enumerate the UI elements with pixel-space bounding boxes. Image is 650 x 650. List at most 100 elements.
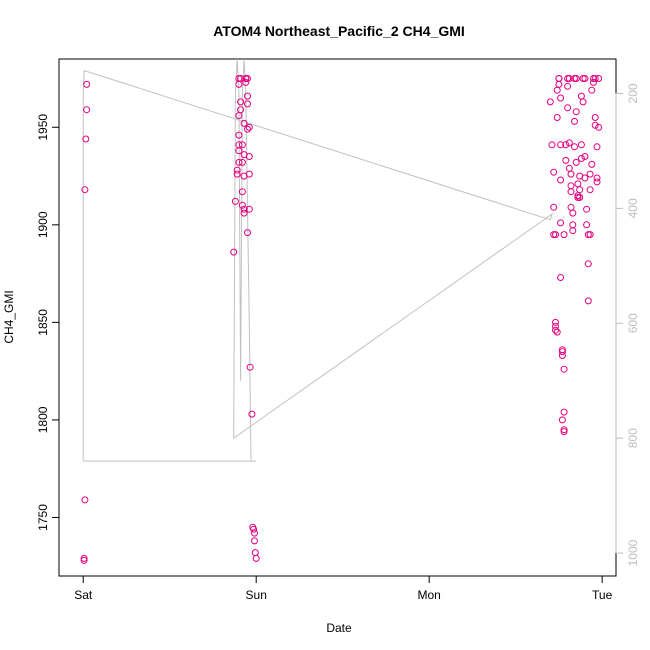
y-axis: 1750 1800 1850 1900 1950: [36, 114, 60, 531]
data-point: [235, 141, 243, 149]
data-point: [558, 352, 566, 359]
data-point: [245, 205, 253, 213]
data-point: [562, 156, 570, 164]
data-point: [567, 182, 575, 190]
data-point: [557, 141, 565, 149]
data-point: [240, 209, 248, 217]
data-point: [562, 141, 570, 149]
data-point: [569, 221, 577, 229]
data-point: [550, 203, 558, 211]
data-point: [560, 428, 568, 436]
data-point: [574, 180, 582, 188]
data-point: [237, 98, 245, 106]
data-point: [577, 155, 585, 162]
data-point: [583, 221, 591, 229]
data-point: [564, 82, 572, 90]
data-point: [235, 131, 243, 139]
data-point: [567, 203, 575, 211]
data-point: [581, 174, 589, 182]
x-tick-label: Mon: [418, 588, 441, 602]
data-point: [552, 318, 559, 326]
right-tick-label: 600: [626, 313, 640, 333]
data-point: [555, 80, 563, 88]
data-point: [560, 408, 568, 416]
data-point: [560, 231, 568, 239]
data-point: [591, 75, 599, 82]
data-point: [245, 123, 253, 131]
data-point: [583, 205, 591, 213]
data-point: [244, 75, 251, 82]
data-point: [588, 160, 596, 168]
data-point: [244, 125, 251, 133]
data-point: [252, 554, 260, 562]
x-tick-label: Sat: [74, 588, 93, 602]
data-point: [593, 174, 601, 182]
right-tick-label: 800: [626, 428, 640, 448]
data-point: [80, 554, 88, 562]
data-point: [577, 141, 585, 149]
data-point: [576, 186, 584, 194]
data-point: [567, 170, 575, 178]
x-tick-label: Sun: [246, 588, 267, 602]
data-point: [593, 178, 601, 186]
data-point: [584, 260, 592, 268]
chart-title: ATOM4 Northeast_Pacific_2 CH4_GMI: [213, 23, 465, 39]
data-point: [564, 104, 572, 112]
data-point: [245, 153, 253, 160]
right-tick-label: 1000: [626, 539, 640, 566]
data-point: [552, 326, 559, 334]
data-points: [80, 75, 603, 564]
data-point: [240, 119, 248, 127]
data-point: [238, 158, 246, 166]
data-point: [593, 143, 601, 151]
data-point: [251, 537, 258, 545]
right-tick-label: 400: [626, 198, 640, 218]
data-point: [246, 363, 254, 371]
x-axis: Sat Sun Mon Tue: [74, 575, 613, 602]
right-tick-label: 200: [626, 83, 640, 103]
data-point: [581, 153, 589, 160]
y-tick-label: 1950: [36, 114, 50, 141]
data-point: [251, 529, 258, 537]
data-point: [83, 106, 91, 114]
data-point: [250, 525, 258, 533]
data-point: [553, 328, 561, 336]
right-axis: 200 400 600 800 1000: [615, 83, 640, 566]
data-point: [584, 297, 592, 305]
data-point: [595, 123, 603, 131]
data-point: [548, 141, 556, 149]
data-point: [591, 114, 599, 121]
data-point: [586, 186, 594, 194]
data-point: [237, 106, 245, 114]
data-point: [238, 141, 246, 149]
data-point: [557, 176, 565, 184]
pressure-line: [82, 58, 553, 462]
data-point: [579, 98, 587, 106]
pressure-lines: [82, 58, 553, 462]
data-point: [558, 416, 566, 424]
data-point: [553, 114, 561, 121]
x-axis-label: Date: [326, 621, 352, 635]
data-point: [572, 108, 580, 116]
data-point: [238, 188, 246, 196]
data-point: [240, 205, 248, 213]
data-point: [233, 170, 241, 178]
data-point: [565, 164, 573, 172]
data-point: [557, 274, 565, 281]
data-point: [231, 197, 239, 205]
y-tick-label: 1750: [36, 504, 50, 531]
data-point: [557, 94, 565, 102]
data-point: [567, 188, 575, 196]
data-point: [550, 168, 558, 176]
data-point: [244, 100, 251, 108]
data-point: [81, 186, 89, 194]
data-point: [238, 201, 246, 209]
data-point: [237, 75, 245, 82]
data-point: [586, 170, 594, 178]
data-point: [557, 219, 565, 227]
data-point: [553, 86, 561, 94]
data-point: [233, 166, 241, 174]
data-point: [83, 80, 91, 88]
data-point: [560, 426, 568, 434]
data-point: [251, 549, 259, 557]
